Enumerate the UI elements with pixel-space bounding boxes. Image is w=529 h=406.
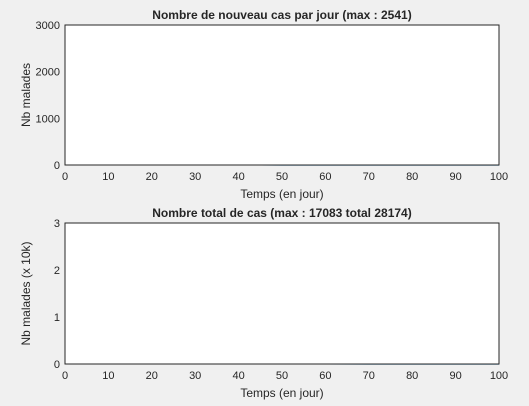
chart-2-total-cases: 0 10 20 30 40 50 60 70 80 90 100 0 1 2 3 Nombre total …: [19, 206, 508, 400]
chart-1-xtick-label: 30: [189, 171, 201, 183]
chart-1-ytick-label: 2000: [36, 67, 60, 79]
chart-1-ytick-label: 1000: [36, 113, 60, 125]
chart-1-title: Nombre de nouveau cas par jour (max : 25…: [152, 8, 411, 22]
chart-2-ytick-label: 1: [54, 312, 60, 324]
chart-2-xtick-label: 10: [102, 370, 114, 382]
chart-2-xlabel: Temps (en jour): [240, 386, 323, 400]
chart-1-xtick-label: 40: [232, 171, 244, 183]
chart-1-xtick-label: 100: [490, 171, 508, 183]
chart-1-xlabel: Temps (en jour): [240, 187, 323, 201]
chart-2-xtick-label: 20: [146, 370, 158, 382]
chart-2-xtick-label: 80: [406, 370, 418, 382]
chart-2-plot-area: [64, 222, 500, 365]
chart-2-ytick-label: 0: [54, 359, 60, 371]
chart-2-ylabel: Nb malades (x 10k): [19, 241, 33, 345]
chart-2-xtick-label: 90: [449, 370, 461, 382]
chart-2-xtick-label: 50: [276, 370, 288, 382]
chart-2-xtick-label: 60: [319, 370, 331, 382]
chart-1-xtick-label: 90: [449, 171, 461, 183]
chart-1-xtick-label: 20: [146, 171, 158, 183]
chart-2-xtick-label: 100: [490, 370, 508, 382]
chart-2-xtick-label: 70: [363, 370, 375, 382]
chart-2-title: Nombre total de cas (max : 17083 total 2…: [152, 206, 411, 220]
chart-1-xtick-label: 60: [319, 171, 331, 183]
chart-1-xtick-label: 70: [363, 171, 375, 183]
chart-1-ytick-label: 0: [54, 160, 60, 172]
chart-1-plot-area: [64, 24, 500, 166]
chart-1-xtick-label: 0: [62, 171, 68, 183]
chart-2-xtick-label: 0: [62, 370, 68, 382]
chart-2-xtick-label: 30: [189, 370, 201, 382]
chart-1-xtick-label: 80: [406, 171, 418, 183]
chart-1-ylabel: Nb malades: [19, 63, 33, 127]
chart-1-xtick-label: 10: [102, 171, 114, 183]
chart-2-ytick-label: 3: [54, 218, 60, 230]
chart-2-xtick-label: 40: [232, 370, 244, 382]
chart-2-ytick-label: 2: [54, 265, 60, 277]
chart-1-ytick-label: 3000: [36, 20, 60, 32]
chart-1-xtick-label: 50: [276, 171, 288, 183]
